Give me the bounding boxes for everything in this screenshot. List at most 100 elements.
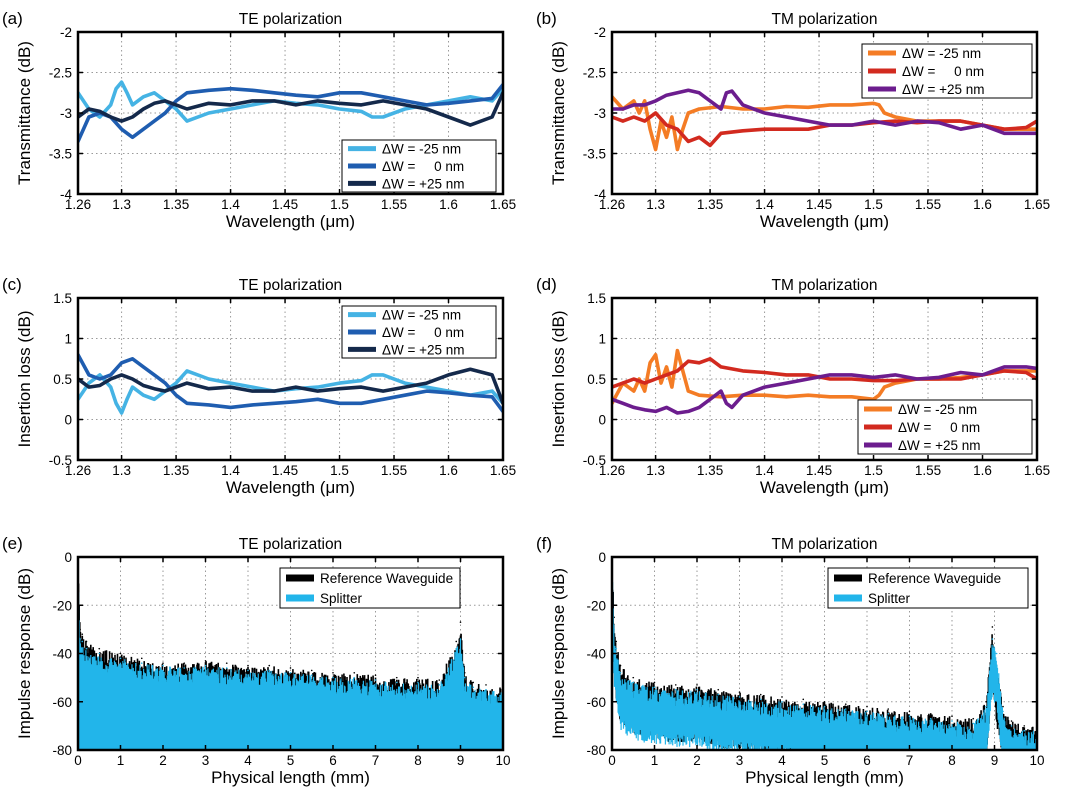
x-tick-label: 1.55 — [381, 463, 407, 478]
data-point — [273, 402, 275, 404]
data-point — [491, 390, 493, 392]
data-point — [894, 382, 896, 384]
panel-b: 1.26 1.3 1.35 1.4 1.45 1.5 1.55 1.6 1.65 -4 -3.5 -3… — [536, 9, 1050, 231]
data-point — [164, 390, 166, 392]
panel-d: 1.26 1.3 1.35 1.4 1.45 1.5 1.55 1.6 1.65 -0.5 0 0.5… — [536, 275, 1050, 497]
data-point — [981, 124, 984, 126]
data-point — [883, 386, 886, 388]
data-point — [338, 102, 341, 104]
data-point — [807, 378, 809, 380]
panel-label: (f) — [536, 534, 552, 553]
data-point — [164, 100, 166, 102]
data-point — [153, 388, 155, 390]
data-point — [426, 390, 428, 392]
data-point — [929, 713, 932, 715]
data-point — [807, 106, 809, 108]
data-point — [785, 374, 787, 376]
data-point — [676, 350, 678, 352]
chart-title: TM polarization — [772, 11, 878, 28]
data-point — [268, 669, 271, 672]
legend: ΔW = -25 nm ΔW = 0 nm ΔW = +25 nm — [341, 139, 497, 193]
series-line-2 — [612, 365, 1037, 415]
data-point — [995, 652, 998, 655]
data-point — [338, 388, 341, 390]
data-point — [417, 681, 419, 684]
y-tick-label: 0 — [64, 413, 72, 428]
data-point — [115, 402, 117, 404]
data-point — [491, 374, 493, 376]
legend-label: ΔW = -25 nm — [382, 308, 461, 323]
data-point — [622, 120, 624, 122]
series-splitter — [78, 557, 503, 750]
data-point — [981, 374, 984, 376]
data-point — [126, 398, 128, 400]
data-point — [951, 715, 953, 718]
data-point — [251, 100, 253, 102]
y-tick-label: 1.5 — [587, 291, 606, 306]
data-point — [153, 398, 155, 400]
data-point — [742, 130, 744, 132]
x-tick-label: 1.65 — [490, 463, 516, 478]
data-point — [251, 89, 253, 91]
data-point — [654, 378, 657, 380]
data-point — [654, 100, 657, 102]
legend: Reference Waveguide Splitter — [279, 567, 461, 609]
y-axis-label: Transmittance (dB) — [549, 41, 568, 185]
data-point — [709, 398, 711, 400]
data-point — [653, 681, 656, 684]
data-point — [131, 104, 134, 106]
data-point — [469, 368, 471, 370]
data-point — [991, 638, 994, 640]
data-point — [665, 136, 668, 138]
data-point — [1025, 366, 1027, 368]
data-point — [698, 92, 700, 94]
y-tick-label: -0.5 — [583, 453, 606, 468]
data-point — [866, 710, 868, 713]
data-point — [660, 382, 662, 384]
data-point — [317, 390, 319, 392]
data-point — [447, 374, 450, 376]
data-point — [79, 638, 81, 640]
data-point — [823, 705, 826, 708]
panel-f: 0 1 2 3 4 5 6 7 8 9 10 -80 -60 -40 -20 0 TM polarization… — [536, 534, 1045, 787]
data-point — [186, 402, 188, 404]
data-point — [829, 396, 831, 398]
series-line-1 — [612, 357, 1037, 389]
x-tick-label: 5 — [821, 753, 829, 768]
data-point — [916, 378, 918, 380]
data-point — [99, 384, 101, 387]
y-tick-label: -3.5 — [49, 147, 72, 162]
data-point — [742, 108, 744, 110]
data-point — [204, 664, 207, 667]
data-point — [447, 392, 450, 394]
data-point — [763, 128, 766, 130]
data-point — [807, 394, 809, 396]
data-point — [654, 354, 657, 356]
data-point — [720, 396, 722, 398]
data-point — [162, 662, 164, 664]
data-point — [725, 402, 728, 404]
data-point — [720, 366, 722, 368]
data-point — [709, 144, 711, 146]
data-point — [632, 676, 635, 679]
data-point — [829, 104, 831, 106]
data-point — [851, 104, 853, 106]
data-point — [382, 100, 384, 102]
data-point — [763, 386, 766, 388]
x-tick-label: 0 — [74, 753, 82, 768]
x-axis-label: Physical length (mm) — [745, 768, 904, 787]
data-point — [472, 686, 475, 689]
data-point — [960, 371, 962, 374]
data-point — [785, 128, 787, 130]
panel-e: 0 1 2 3 4 5 6 7 8 9 10 -80 -60 -40 -20 0 TE polarization… — [2, 534, 511, 787]
data-point — [649, 128, 651, 130]
x-axis-label: Wavelength (μm) — [760, 212, 889, 231]
data-point — [99, 374, 101, 376]
data-point — [374, 679, 377, 681]
data-point — [698, 108, 700, 110]
data-point — [119, 657, 122, 660]
data-point — [665, 124, 668, 126]
data-point — [742, 104, 744, 106]
series-group — [612, 557, 1037, 750]
data-point — [696, 688, 698, 691]
